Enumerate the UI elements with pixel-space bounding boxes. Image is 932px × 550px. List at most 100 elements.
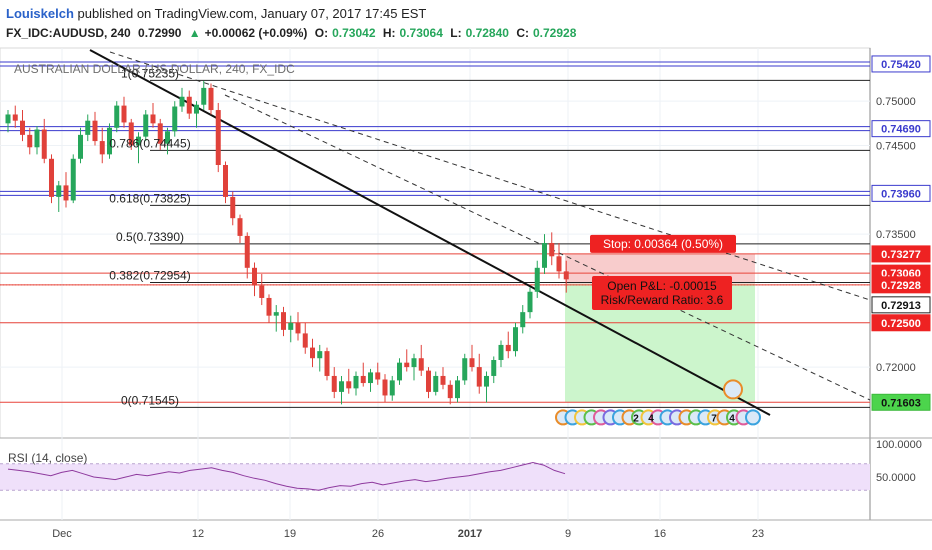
candle-body <box>186 96 192 114</box>
price-axis[interactable]: 0.75000 0.74500 0.73500 0.72500 0.72000 0.754… <box>871 55 931 411</box>
price-label-box <box>871 184 931 202</box>
candle-body <box>12 114 18 121</box>
candle-body <box>208 87 214 111</box>
candle-body <box>404 362 410 368</box>
candle-body <box>70 158 76 201</box>
candle-body <box>295 322 301 334</box>
low-value: 0.72840 <box>465 26 509 40</box>
candle-body <box>92 120 98 142</box>
candle-body <box>331 375 337 392</box>
candle-body <box>440 375 446 385</box>
fib-label: 1(0.75235) <box>121 66 179 80</box>
event-count-label: 4 <box>648 413 654 424</box>
published-text: published on TradingView.com, January 07… <box>77 6 427 21</box>
last-price: 0.72990 <box>138 26 182 40</box>
candle-body <box>49 158 54 197</box>
candle-body <box>201 87 207 105</box>
publish-line: Louiskelch published on TradingView.com,… <box>6 6 426 21</box>
candle-body <box>324 351 330 376</box>
candle-body <box>382 379 388 396</box>
candle-body <box>505 344 511 352</box>
time-tick-label: 12 <box>192 528 204 540</box>
change-value: +0.00062 (+0.09%) <box>204 26 308 40</box>
time-axis[interactable]: Dec 12 19 26 2017 9 16 23 <box>52 528 764 540</box>
event-count-label: 7 <box>711 413 717 424</box>
event-count-label: 4 <box>729 413 735 424</box>
watermark: AUSTRALIAN DOLLAR / US DOLLAR, 240, FX_I… <box>14 62 295 76</box>
candle-body <box>34 129 40 148</box>
fib-label: 0.618(0.73825) <box>109 191 190 205</box>
candle-body <box>520 312 526 328</box>
position-labels: Stop: 0.00364 (0.50%) Open P&L: -0.00015R… <box>590 234 736 310</box>
event-flag-icon <box>745 409 761 426</box>
open-value: 0.73042 <box>332 26 376 40</box>
symbol-label[interactable]: FX_IDC:AUDUSD, 240 <box>6 26 131 40</box>
candle-body <box>534 267 540 292</box>
candle-body <box>99 141 105 155</box>
candle-body <box>527 291 533 313</box>
candle-body <box>353 375 359 389</box>
candle-body <box>114 105 120 128</box>
high-value: 0.73064 <box>399 26 443 40</box>
price-label-text: 0.73960 <box>881 188 921 200</box>
candle-body <box>310 347 315 359</box>
candle-body <box>339 381 344 392</box>
pnl-label-text: Open P&L: -0.00015 <box>607 279 717 293</box>
event-flag-icon <box>723 379 743 400</box>
time-tick-label: 9 <box>565 528 571 540</box>
candles <box>5 80 569 405</box>
pnl-label-box <box>592 276 732 310</box>
candle-body <box>476 367 482 387</box>
candle-body <box>426 370 431 392</box>
candle-body <box>273 312 279 316</box>
price-label-text: 0.71603 <box>881 397 921 409</box>
candle-body <box>288 322 294 330</box>
price-label-box <box>871 296 931 314</box>
candle-body <box>302 333 308 348</box>
price-label-box <box>871 245 931 263</box>
candle-body <box>179 96 185 107</box>
candle-body <box>194 104 199 114</box>
fib-label: 0.786(0.74445) <box>109 136 190 150</box>
price-tick-label: 0.75000 <box>876 96 916 108</box>
price-label-text: 0.72928 <box>881 280 921 292</box>
candle-body <box>433 375 439 392</box>
candle-body <box>491 360 497 376</box>
candle-body <box>360 375 366 384</box>
candle-body <box>107 127 112 155</box>
price-label-text: 0.75420 <box>881 59 921 71</box>
chart-header: Louiskelch published on TradingView.com,… <box>0 0 932 48</box>
upper-dashed-trendline <box>109 51 871 301</box>
candle-body <box>556 256 562 272</box>
open-label: O: <box>314 26 329 40</box>
close-value: 0.72928 <box>532 26 577 40</box>
candle-body <box>469 358 475 368</box>
candle-body <box>63 185 69 201</box>
low-label: L: <box>450 26 462 40</box>
fib-labels: 1(0.75235) 0.786(0.74445) 0.618(0.73825) 0.… <box>109 66 190 407</box>
trendlines[interactable] <box>89 49 871 416</box>
candle-body <box>20 120 25 135</box>
candle-body <box>266 297 272 316</box>
time-tick-label: Dec <box>52 528 72 540</box>
rsi-band <box>0 463 870 491</box>
price-label-box <box>871 276 931 294</box>
rsi-pane[interactable]: RSI (14, close) 100.0000 50.0000 <box>0 439 922 491</box>
candle-body <box>418 358 424 371</box>
price-label-box <box>871 393 931 411</box>
author-link[interactable]: Louiskelch <box>6 6 74 21</box>
candle-body <box>411 358 417 368</box>
time-tick-label: 26 <box>372 528 384 540</box>
candle-body <box>157 123 163 144</box>
candle-body <box>484 375 489 387</box>
candle-body <box>230 196 236 219</box>
candle-body <box>252 267 257 286</box>
ohlc-line: FX_IDC:AUDUSD, 240 0.72990 ▲ +0.00062 (+0… <box>6 26 580 40</box>
candle-body <box>27 134 33 148</box>
candle-body <box>346 381 352 389</box>
stop-label-box <box>590 234 736 253</box>
candle-body <box>513 327 518 352</box>
rr-label-text: Risk/Reward Ratio: 3.6 <box>601 293 724 307</box>
